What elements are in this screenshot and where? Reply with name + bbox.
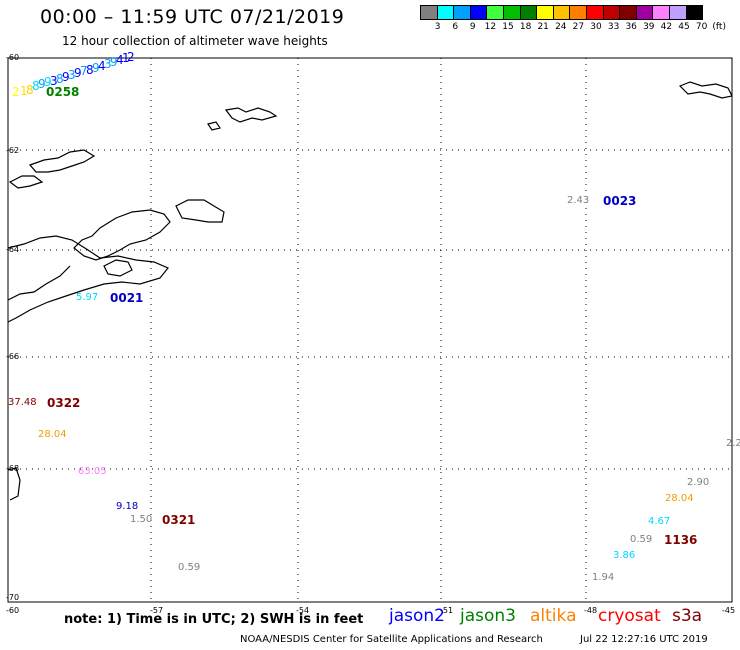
credit-line: NOAA/NESDIS Center for Satellite Applica… (240, 634, 543, 645)
swh-value: 1.94 (592, 572, 614, 583)
south-shetland-coast-1 (30, 150, 94, 172)
units-note: note: 1) Time is in UTC; 2) SWH is in fe… (64, 612, 363, 627)
swh-value: 37.48 (8, 397, 37, 408)
peninsula-tip-coast (74, 210, 170, 260)
svg-text:2: 2 (12, 85, 20, 99)
swh-value: 2.90 (687, 477, 709, 488)
legend-cryosat: cryosat (598, 606, 661, 626)
swh-value: 28.04 (38, 429, 67, 440)
lat-label: -66 (6, 352, 19, 361)
pass-time: 1136 (664, 533, 697, 547)
generated-date: Jul 22 12:27:16 UTC 2019 (580, 634, 708, 645)
pass-time: 0322 (47, 396, 80, 410)
pass-time: 0258 (46, 85, 79, 99)
joinville-island-coast (176, 200, 224, 222)
legend-jason3: jason3 (460, 606, 516, 626)
swh-value: 0.59 (630, 534, 652, 545)
elephant-island-coast (226, 108, 276, 122)
swh-value: 28.04 (665, 493, 694, 504)
pass-time: 0021 (110, 291, 143, 305)
map-frame (8, 58, 732, 602)
swh-value: 63.05 (78, 466, 107, 477)
lon-label: -45 (722, 606, 735, 615)
legend-jason2: jason2 (389, 606, 445, 626)
swh-value: 1.50 (130, 514, 152, 525)
lat-label: -64 (6, 245, 19, 254)
peninsula-east-coast (8, 266, 70, 300)
lat-label: -60 (6, 53, 19, 62)
swh-value: 2.43 (567, 195, 589, 206)
swh-value: 2.2 (726, 438, 740, 449)
antarctic-peninsula-coast (8, 236, 168, 322)
graticule (8, 58, 732, 602)
james-ross-island-coast (104, 260, 132, 276)
svg-text:2: 2 (127, 50, 135, 64)
axis-labels: -60 -62 -64 -66 -68 -70 -60 -57 -54 -51 … (6, 53, 735, 615)
clarence-island-coast (208, 122, 220, 130)
lon-label: -48 (584, 606, 597, 615)
swh-value: 5.97 (76, 292, 98, 303)
south-shetland-coast-2 (10, 176, 42, 188)
legend-altika: altika (530, 606, 577, 626)
swh-value: 0.59 (178, 562, 200, 573)
pass-time: 0321 (162, 513, 195, 527)
pass-time: 0023 (603, 194, 636, 208)
legend-s3a: s3a (672, 606, 702, 626)
lat-label: -62 (6, 146, 19, 155)
lon-label: -60 (6, 606, 19, 615)
lat-label: -68 (6, 464, 19, 473)
south-orkney-coast (680, 82, 732, 98)
swh-value: 3.86 (613, 550, 635, 561)
lat-label: -70 (6, 593, 19, 602)
swh-value: 9.18 (116, 501, 138, 512)
swh-value: 4.67 (648, 516, 670, 527)
